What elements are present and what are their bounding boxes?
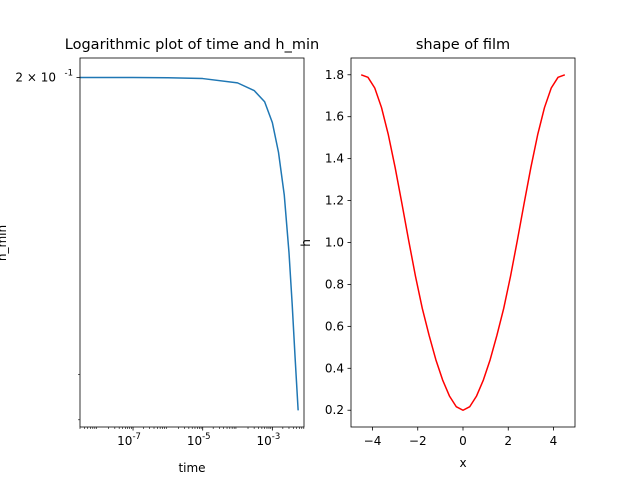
right-chart-title: shape of film <box>416 37 510 53</box>
right-y-tick-label: 0.2 <box>325 403 344 417</box>
left-series-line-0 <box>80 76 299 411</box>
right-x-axis-label: x <box>459 456 466 470</box>
left-series-group <box>80 76 299 411</box>
right-y-tick-label: 1.4 <box>325 152 344 166</box>
right-y-tick-label: 0.6 <box>325 319 344 333</box>
right-y-tick-label: 1.2 <box>325 194 344 208</box>
right-series-line-0 <box>360 74 566 411</box>
right-chart: shape of film −4 −2 0 2 4 0.2 0.4 0.6 0.8 1.0 1.2 1… <box>299 37 576 470</box>
left-y-tick-exponent: -1 <box>65 68 73 78</box>
left-ticks-group: 10-7 10-5 10-3 2 × 10 -1 <box>15 68 305 448</box>
right-y-tick-label: 1.6 <box>325 110 344 124</box>
right-y-tick-label: 1.8 <box>325 68 344 82</box>
right-plot-frame <box>350 57 576 428</box>
right-y-axis-label: h <box>299 239 313 247</box>
left-x-tick-label: 10-7 <box>117 432 141 448</box>
right-y-tick-label: 0.4 <box>325 361 344 375</box>
right-x-tick-label: 4 <box>550 434 558 448</box>
right-x-tick-label: −2 <box>409 434 427 448</box>
left-x-axis-label: time <box>178 461 205 475</box>
right-ticks-group: −4 −2 0 2 4 0.2 0.4 0.6 0.8 1.0 1.2 1.4 1.6 1.8 <box>325 68 557 448</box>
left-y-axis-label: h_min <box>0 225 9 261</box>
right-y-tick-label: 0.8 <box>325 277 344 291</box>
left-x-tick-label: 10-3 <box>256 432 280 448</box>
right-x-tick-label: 0 <box>459 434 467 448</box>
left-chart-title: Logarithmic plot of time and h_min <box>65 37 319 53</box>
right-x-tick-label: −4 <box>364 434 382 448</box>
right-y-tick-label: 1.0 <box>325 236 344 250</box>
left-plot-frame <box>79 57 305 428</box>
right-series-group <box>360 74 566 411</box>
right-x-tick-label: 2 <box>504 434 512 448</box>
left-chart: Logarithmic plot of time and h_min 10-7 1… <box>0 37 319 475</box>
left-x-tick-label: 10-5 <box>187 432 211 448</box>
left-y-tick-label: 2 × 10 <box>15 70 56 84</box>
